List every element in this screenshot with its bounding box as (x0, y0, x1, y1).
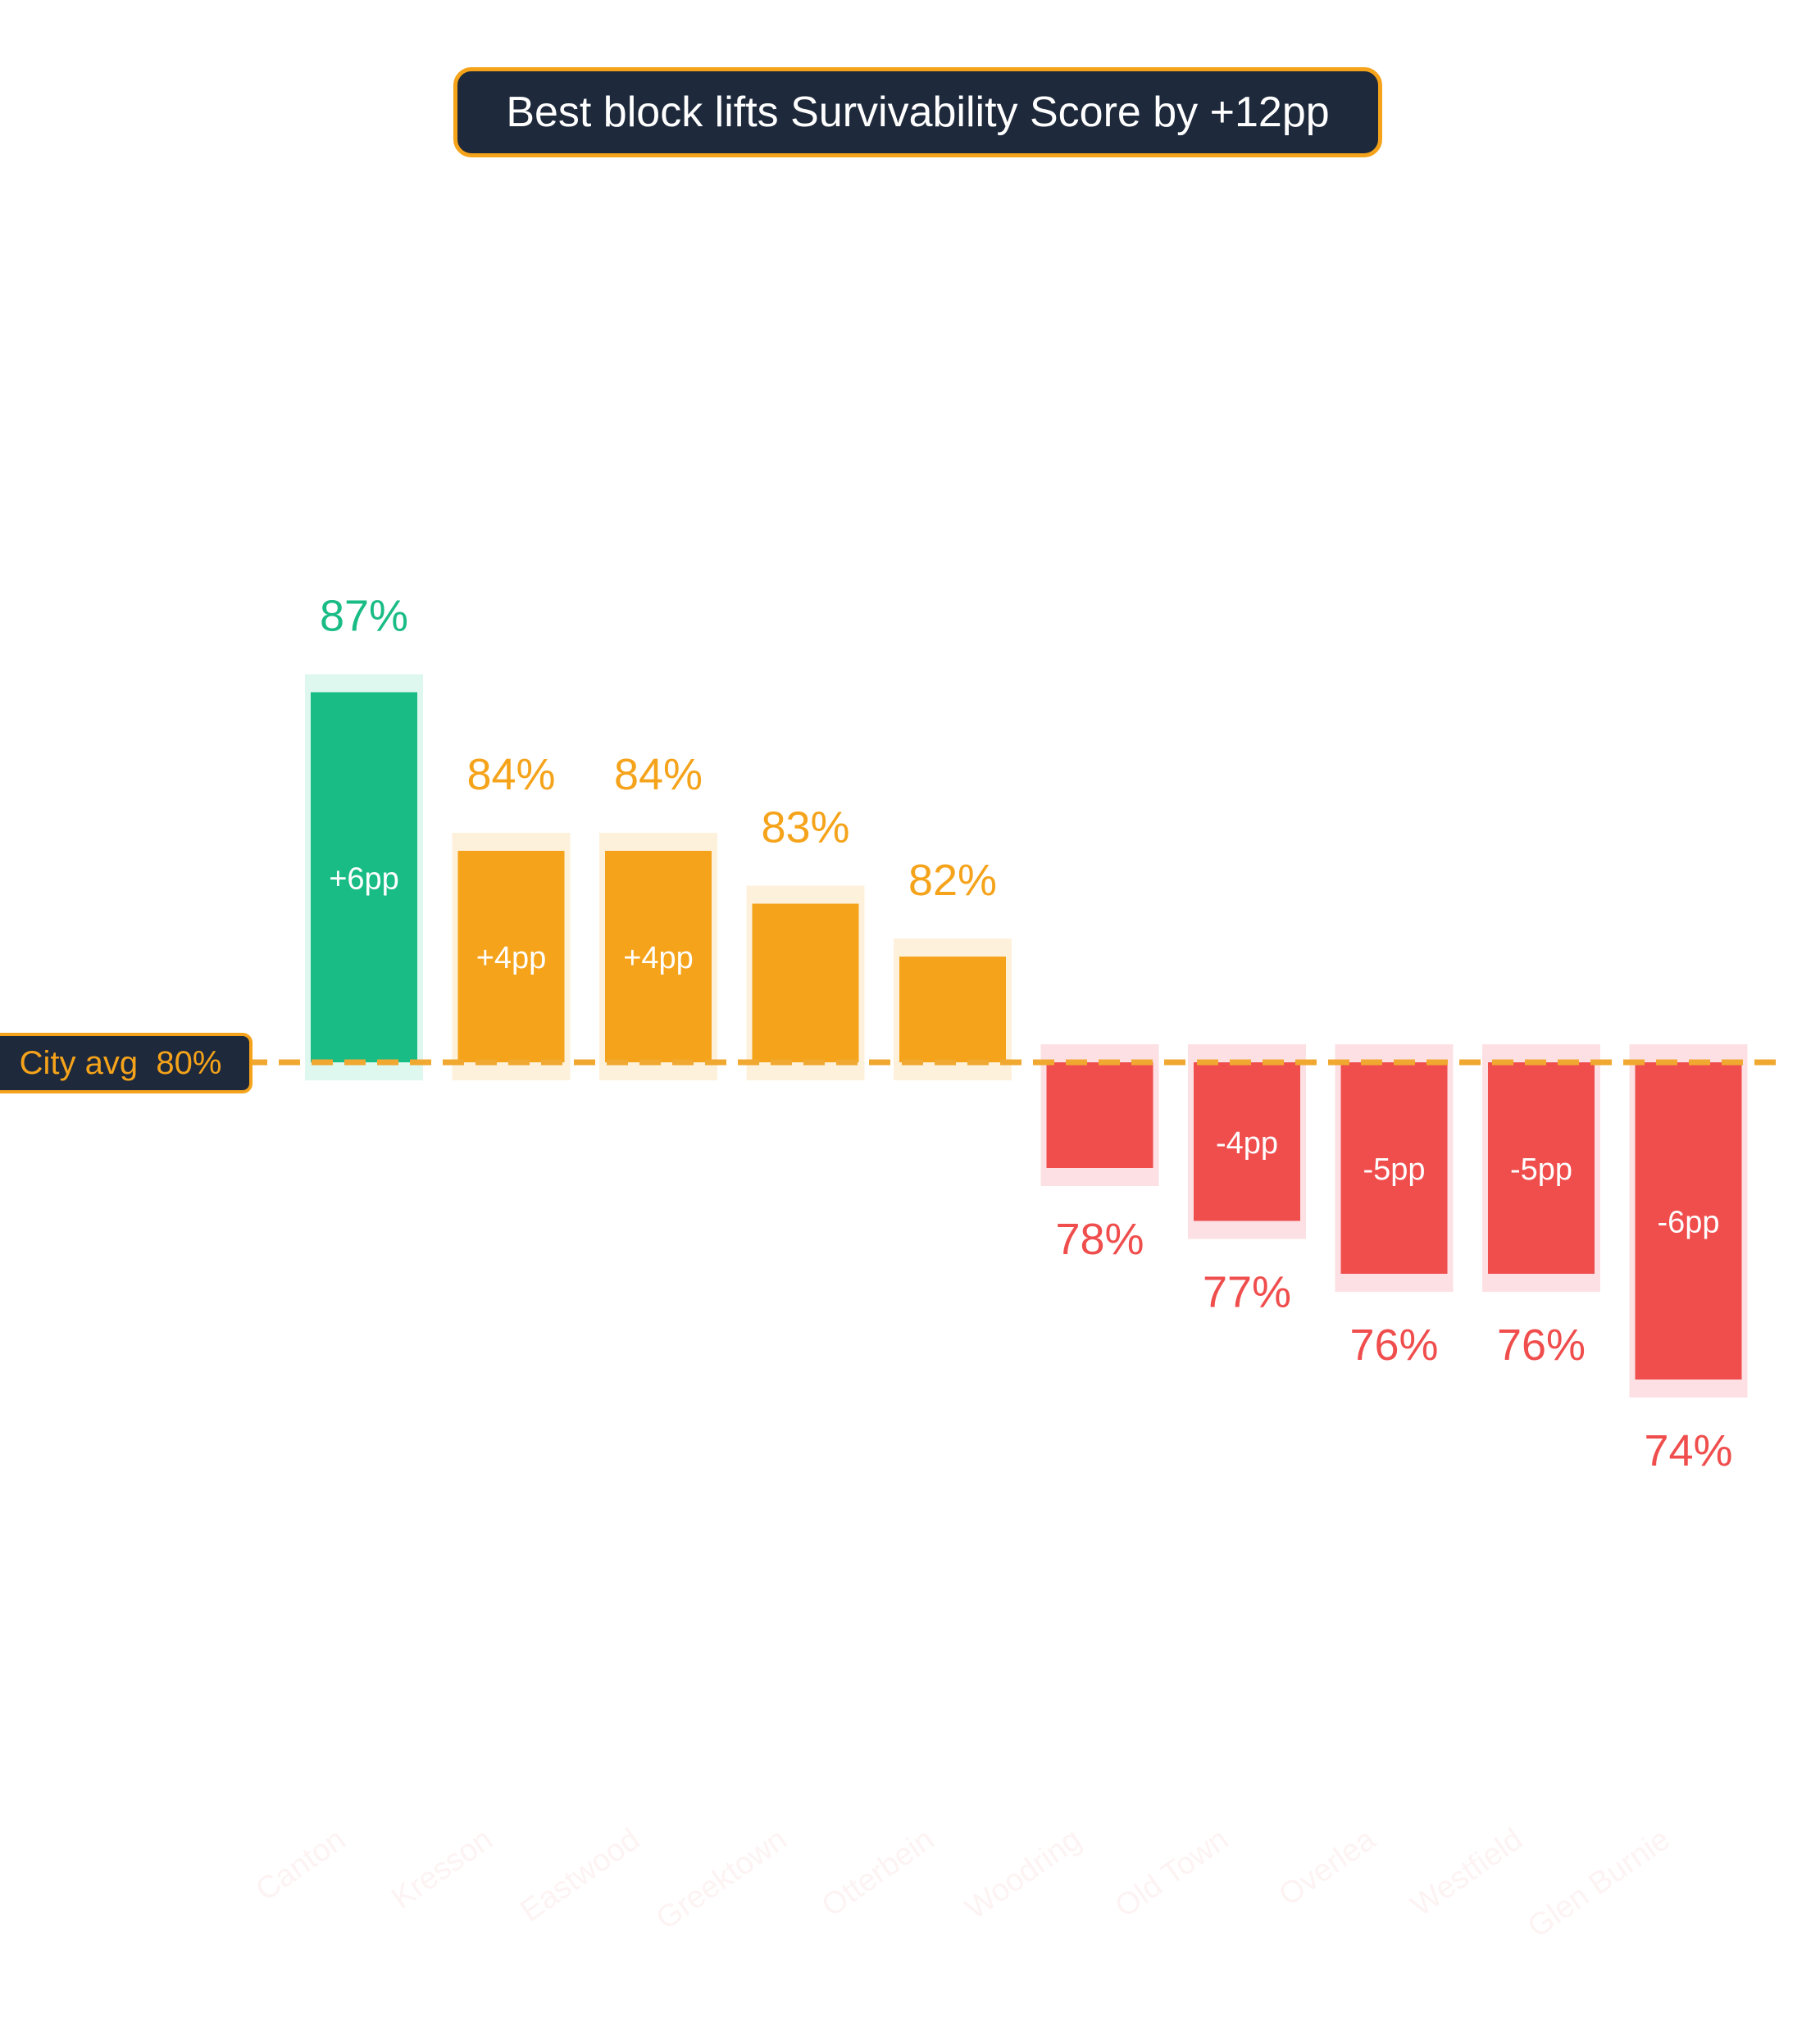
value-label: 76% (1349, 1321, 1438, 1370)
city-average-badge: City avg 80% (0, 1033, 253, 1093)
city-average-label: City avg (19, 1044, 139, 1081)
category-label: Old Town (1109, 1822, 1235, 1925)
value-label: 76% (1497, 1321, 1586, 1370)
category-label: Westfield (1405, 1822, 1530, 1924)
category-label: Woodring (959, 1822, 1088, 1926)
category-label: Kresson (385, 1822, 498, 1916)
bar (752, 903, 859, 1062)
delta-label: -5pp (1363, 1152, 1425, 1187)
category-label: Otterbein (816, 1822, 940, 1924)
delta-label: -5pp (1510, 1152, 1572, 1187)
value-label: 82% (908, 856, 997, 905)
value-label: 87% (320, 592, 408, 641)
bar (899, 957, 1006, 1062)
delta-label: +4pp (623, 941, 694, 975)
value-label: 74% (1644, 1426, 1732, 1475)
category-label: Eastwood (514, 1822, 646, 1929)
delta-label: -6pp (1657, 1206, 1719, 1240)
value-label: 84% (614, 750, 703, 799)
bar (605, 851, 712, 1062)
chart-title: Best block lifts Survivability Score by … (453, 67, 1382, 157)
bar (1635, 1062, 1742, 1380)
delta-label: +6pp (329, 861, 399, 896)
value-label: 83% (761, 803, 849, 852)
city-average-value: 80% (156, 1044, 222, 1081)
city-average-gap (138, 1045, 156, 1082)
value-label: 77% (1203, 1268, 1291, 1317)
bar (1194, 1062, 1300, 1221)
category-label: Glen Burnie (1522, 1822, 1676, 1945)
delta-label: +4pp (476, 941, 547, 975)
value-label: 78% (1055, 1215, 1144, 1264)
bar (457, 851, 565, 1062)
category-label: Overlea (1273, 1821, 1383, 1912)
bar (1340, 1062, 1448, 1274)
bar (311, 692, 417, 1062)
delta-label: -4pp (1216, 1126, 1278, 1161)
bar (1046, 1062, 1153, 1168)
category-label: Canton (250, 1822, 352, 1908)
value-label: 84% (466, 750, 555, 799)
bar (1488, 1062, 1595, 1274)
category-label: Greektown (650, 1822, 794, 1937)
